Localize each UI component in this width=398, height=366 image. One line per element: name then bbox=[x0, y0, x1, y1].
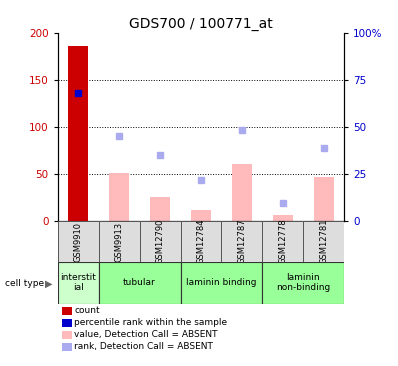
Text: GSM12790: GSM12790 bbox=[156, 219, 164, 264]
Text: percentile rank within the sample: percentile rank within the sample bbox=[74, 318, 228, 327]
Text: GSM12784: GSM12784 bbox=[197, 219, 205, 264]
Bar bbox=[262, 262, 344, 304]
Bar bbox=[109, 173, 129, 221]
Text: value, Detection Call = ABSENT: value, Detection Call = ABSENT bbox=[74, 330, 218, 339]
Bar bbox=[191, 210, 211, 221]
Bar bbox=[303, 221, 344, 262]
Bar bbox=[262, 221, 303, 262]
Text: ▶: ▶ bbox=[45, 279, 52, 289]
Text: interstit
ial: interstit ial bbox=[60, 273, 96, 292]
Title: GDS700 / 100771_at: GDS700 / 100771_at bbox=[129, 16, 273, 30]
Bar bbox=[58, 221, 99, 262]
Text: laminin binding: laminin binding bbox=[186, 278, 257, 287]
Bar bbox=[150, 197, 170, 221]
Bar bbox=[221, 221, 262, 262]
Text: rank, Detection Call = ABSENT: rank, Detection Call = ABSENT bbox=[74, 343, 213, 351]
Text: laminin
non-binding: laminin non-binding bbox=[276, 273, 330, 292]
Text: count: count bbox=[74, 306, 100, 315]
Text: GSM9910: GSM9910 bbox=[74, 221, 83, 262]
Text: GSM9913: GSM9913 bbox=[115, 221, 124, 262]
Bar bbox=[181, 221, 221, 262]
Bar bbox=[232, 164, 252, 221]
Bar bbox=[273, 215, 293, 221]
Text: GSM12778: GSM12778 bbox=[278, 219, 287, 264]
Bar bbox=[140, 221, 181, 262]
Bar bbox=[181, 262, 262, 304]
Text: cell type: cell type bbox=[5, 279, 44, 288]
Text: tubular: tubular bbox=[123, 278, 156, 287]
Text: GSM12787: GSM12787 bbox=[238, 219, 246, 264]
Bar bbox=[314, 177, 334, 221]
Bar bbox=[68, 46, 88, 221]
Text: GSM12781: GSM12781 bbox=[319, 219, 328, 264]
Bar bbox=[58, 262, 99, 304]
Bar bbox=[99, 221, 140, 262]
Bar bbox=[99, 262, 181, 304]
